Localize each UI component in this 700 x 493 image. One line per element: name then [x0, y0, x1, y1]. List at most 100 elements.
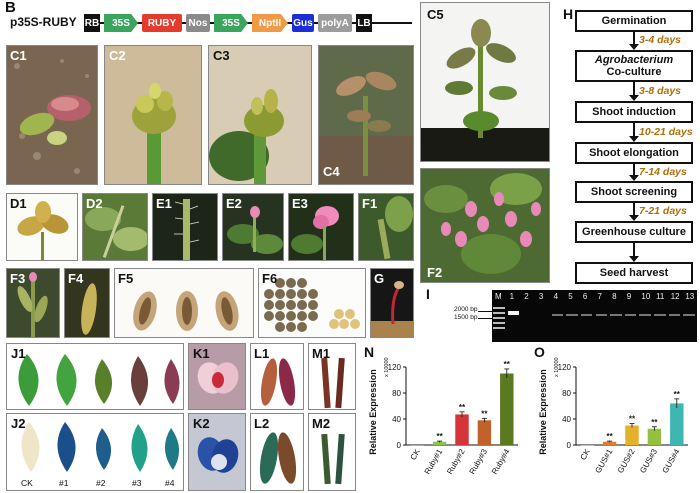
flow-arrow [633, 243, 635, 257]
label-m1: M1 [312, 346, 331, 361]
seed [264, 300, 274, 310]
bar [477, 420, 492, 445]
j2-photo-art [21, 422, 180, 472]
label-e3: E3 [292, 196, 308, 211]
gel-lane-label: 4 [553, 292, 559, 301]
gel-lane-label: 1 [509, 292, 515, 301]
seed [286, 278, 296, 288]
construct-element-gus: Gus [292, 14, 314, 32]
label-f6: F6 [262, 271, 278, 286]
x-tick-label: GUS#2 [616, 447, 637, 475]
construct-name: p35S-RUBY [10, 15, 77, 29]
significance-mark: ** [606, 432, 613, 441]
photo-j1: J1 [6, 343, 184, 410]
seed [275, 278, 285, 288]
photo-f4: F4 [64, 268, 110, 338]
d1-photo-art [7, 194, 77, 260]
y-tick-label: 120 [558, 363, 572, 372]
l2-photo-art [259, 432, 297, 484]
photo-k2: K2 [188, 413, 246, 491]
bar [670, 403, 684, 445]
flow-step-label: Seed harvest [599, 267, 669, 279]
gel-band [639, 314, 652, 316]
significance-mark: ** [436, 432, 443, 441]
gel-marker-2000: 2000 bp [454, 306, 478, 313]
y-tick-label: 40 [562, 415, 571, 424]
photo-l2: L2 [250, 413, 304, 491]
flow-arrowhead [629, 136, 639, 142]
flow-step-6: Greenhouse culture [575, 221, 693, 243]
flow-duration: 10-21 days [639, 125, 693, 138]
label-c1: C1 [10, 48, 27, 63]
construct-element-nptii: NptII [252, 14, 288, 32]
bar [647, 428, 662, 445]
gel-band [668, 314, 681, 316]
flow-step-7: Seed harvest [575, 262, 693, 284]
x-tick-label: CK [409, 447, 423, 462]
seed [264, 311, 274, 321]
seed [286, 300, 296, 310]
photo-c3: C3 [208, 45, 312, 185]
label-l1: L1 [254, 346, 270, 361]
significance-mark: ** [504, 360, 511, 369]
seed [286, 289, 296, 299]
y-axis-label: Relative Expression [538, 369, 548, 455]
gel-lane-label: 7 [597, 292, 602, 301]
gel-marker-arrow-2 [478, 318, 492, 319]
label-j2: J2 [11, 416, 26, 431]
label-d2: D2 [86, 196, 103, 211]
x-tick-label: Ruby#2 [445, 447, 467, 476]
significance-mark: ** [674, 390, 681, 399]
photo-f3: F3 [6, 268, 60, 338]
flow-step-4: Shoot elongation [575, 142, 693, 164]
construct-element-lb: LB [356, 14, 372, 32]
f6-photo-art [259, 269, 365, 337]
photo-e3: E3 [288, 193, 354, 261]
photo-f5: F5 [114, 268, 254, 338]
flowchart-panel: H Germination 3-4 days Agrobacterium Co-cul… [555, 0, 700, 290]
flow-step-sublabel: Co-culture [606, 66, 662, 78]
seed [297, 311, 307, 321]
photo-l1: L1 [250, 343, 304, 410]
y-tick-label: 80 [562, 389, 571, 398]
x-tick-label: Ruby#1 [423, 447, 445, 476]
flow-arrow [633, 164, 635, 176]
flow-step-label: Greenhouse culture [582, 226, 686, 238]
seed [297, 289, 307, 299]
flow-step-label: Shoot induction [592, 106, 676, 118]
x-tick-label: CK [579, 447, 593, 462]
label-k1: K1 [193, 346, 210, 361]
seed [297, 278, 307, 288]
photo-f6: F6 [258, 268, 366, 338]
label-c3: C3 [213, 48, 230, 63]
gel-band [610, 314, 622, 316]
label-f2: F2 [427, 265, 443, 280]
photo-m1: M1 [308, 343, 356, 410]
photo-f1: F1 [358, 193, 414, 261]
bar [500, 373, 514, 445]
flow-arrowhead [629, 215, 639, 221]
significance-mark: ** [459, 403, 466, 412]
e1-photo-art [153, 194, 217, 260]
significance-mark: ** [651, 418, 658, 427]
j2-leaf-label: #3 [132, 478, 142, 488]
seed [275, 300, 285, 310]
x-tick-label: Ruby#3 [468, 447, 490, 476]
x-tick-label: Ruby#4 [490, 447, 512, 476]
j2-leaf-label: CK [21, 478, 33, 488]
flow-arrowhead [629, 44, 639, 50]
gel-lane-label: 11 [656, 292, 665, 301]
label-l2: L2 [254, 416, 270, 431]
photo-c1: C1 [6, 45, 98, 185]
label-c4: C4 [323, 164, 340, 179]
c2-photo-art [105, 46, 201, 184]
label-k2: K2 [193, 416, 210, 431]
e3-photo-art [289, 194, 353, 260]
gel-image: M 1 2 3 4 5 6 7 8 9 10 11 12 13 [492, 290, 697, 342]
construct-element-nos: Nos [186, 14, 210, 32]
l1-photo-art [260, 358, 296, 406]
gel-lane-label: 2 [524, 292, 529, 301]
gel-lane-label: 5 [568, 292, 573, 301]
construct-element-35s: 35S [214, 14, 248, 32]
